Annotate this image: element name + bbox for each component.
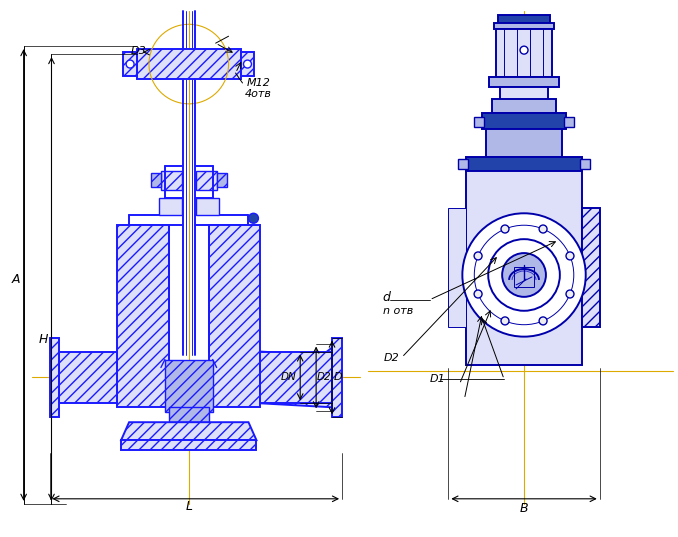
Polygon shape <box>217 173 226 187</box>
Text: 4отв: 4отв <box>245 89 272 99</box>
Text: D: D <box>334 373 342 382</box>
Bar <box>466 157 582 171</box>
Circle shape <box>474 252 482 260</box>
Circle shape <box>502 253 546 297</box>
Circle shape <box>566 252 574 260</box>
Polygon shape <box>260 352 332 403</box>
Polygon shape <box>161 171 182 191</box>
Bar <box>500 87 548 105</box>
Text: B: B <box>520 502 528 515</box>
Polygon shape <box>117 225 169 407</box>
Circle shape <box>501 317 509 325</box>
Circle shape <box>501 225 509 233</box>
Bar <box>492 99 556 113</box>
Text: A: A <box>12 273 20 286</box>
Polygon shape <box>151 173 161 187</box>
Text: D2: D2 <box>317 373 332 382</box>
Bar <box>580 158 590 169</box>
Polygon shape <box>332 338 342 417</box>
Text: М12: М12 <box>247 78 271 88</box>
Bar <box>494 23 554 29</box>
Polygon shape <box>121 422 256 440</box>
Bar <box>458 158 468 169</box>
Polygon shape <box>169 407 209 422</box>
Polygon shape <box>260 352 332 400</box>
Circle shape <box>566 290 574 298</box>
Polygon shape <box>137 49 241 79</box>
Circle shape <box>520 46 528 54</box>
Text: L: L <box>185 500 193 513</box>
Circle shape <box>243 60 252 68</box>
Bar <box>475 117 484 127</box>
Bar <box>486 129 562 157</box>
Bar <box>490 77 559 87</box>
Bar <box>496 29 552 77</box>
Text: d: d <box>383 292 391 304</box>
Polygon shape <box>196 171 217 191</box>
Polygon shape <box>121 440 256 450</box>
Circle shape <box>248 213 258 223</box>
Polygon shape <box>123 52 137 76</box>
Polygon shape <box>209 225 260 407</box>
Bar <box>514 267 534 287</box>
Bar <box>564 117 574 127</box>
Circle shape <box>474 290 482 298</box>
Circle shape <box>462 213 586 337</box>
Text: D3: D3 <box>131 46 147 56</box>
Bar <box>498 16 550 23</box>
Text: n отв: n отв <box>383 306 413 316</box>
Circle shape <box>539 317 547 325</box>
Polygon shape <box>60 352 117 403</box>
Text: D2: D2 <box>384 352 400 362</box>
Text: D1: D1 <box>430 374 445 384</box>
Circle shape <box>126 60 134 68</box>
Polygon shape <box>196 198 218 215</box>
Polygon shape <box>159 198 182 215</box>
Bar <box>466 171 582 365</box>
Bar <box>482 113 566 129</box>
Text: DN: DN <box>281 373 296 382</box>
Polygon shape <box>49 338 60 417</box>
Bar <box>582 208 599 326</box>
Bar <box>448 208 466 326</box>
Text: H: H <box>39 333 48 346</box>
Polygon shape <box>165 360 213 412</box>
Polygon shape <box>260 347 332 407</box>
Circle shape <box>539 225 547 233</box>
Polygon shape <box>241 52 254 76</box>
